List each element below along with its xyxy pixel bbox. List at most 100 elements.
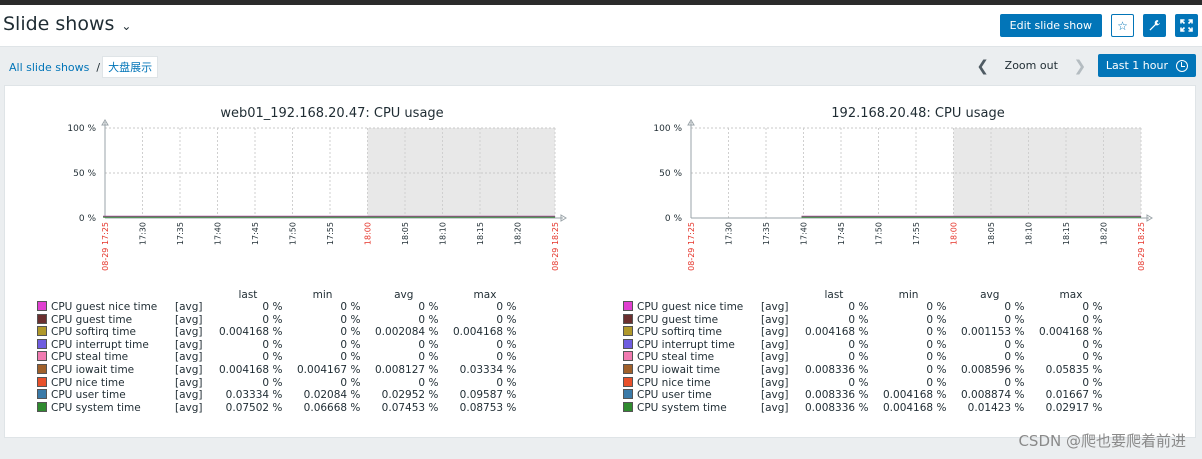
- legend-series-label: CPU nice time: [51, 376, 125, 389]
- graph-widget: web01_192.168.20.47: CPU usage 100 % 50 % 0…: [5, 86, 595, 439]
- legend-color-swatch: [623, 363, 633, 374]
- edit-slide-show-button[interactable]: Edit slide show: [999, 14, 1102, 37]
- legend-value-min: 0 %: [340, 313, 361, 326]
- header-actions: Edit slide show ☆: [999, 14, 1198, 37]
- legend-color-swatch: [623, 389, 633, 400]
- wrench-icon[interactable]: [1143, 14, 1166, 37]
- x-tick-label: 18:20: [1100, 222, 1109, 245]
- legend-series-name: CPU nice time: [37, 376, 175, 390]
- legend-series-label: CPU user time: [51, 389, 126, 402]
- legend-value-avg: 0 %: [1004, 376, 1025, 389]
- next-period-icon[interactable]: ❯: [1073, 56, 1087, 75]
- legend-color-swatch: [37, 351, 47, 362]
- legend-value-max: 0 %: [496, 351, 517, 364]
- legend-value-last: 0 %: [262, 376, 283, 389]
- legend-series-label: CPU steal time: [51, 351, 129, 364]
- legend-value-avg: 0 %: [418, 376, 439, 389]
- legend-function: [avg]: [761, 326, 789, 339]
- legend-value-last: 0 %: [262, 313, 283, 326]
- legend-value-min: 0.06668 %: [303, 401, 361, 414]
- page-header: Slide shows ⌄ Edit slide show ☆: [0, 5, 1202, 47]
- legend-series-name: CPU interrupt time: [623, 338, 761, 352]
- legend-header-cell: min: [868, 289, 946, 301]
- fullscreen-icon[interactable]: [1175, 14, 1198, 37]
- legend-value-max: 0.02917 %: [1045, 401, 1103, 414]
- legend-value-min: 0 %: [340, 351, 361, 364]
- legend-row: CPU system time [avg] 0.07502 % 0.06668 % 0.…: [37, 401, 517, 415]
- breadcrumb-separator: /: [96, 60, 101, 74]
- legend-value-max: 0 %: [496, 313, 517, 326]
- legend-header-blank: [761, 289, 805, 301]
- breadcrumb: All slide shows / 大盘展示: [4, 56, 159, 78]
- legend-function: [avg]: [761, 351, 789, 364]
- legend-series-label: CPU system time: [51, 401, 141, 414]
- legend-value-max: 0 %: [1082, 338, 1103, 351]
- legend-header-min: min: [312, 289, 333, 301]
- legend-value-max: 0.01667 %: [1045, 389, 1103, 402]
- x-tick-label: 17:35: [176, 222, 185, 245]
- legend-value-max: 0 %: [496, 376, 517, 389]
- breadcrumb-current[interactable]: 大盘展示: [102, 56, 159, 78]
- favorite-star-icon[interactable]: ☆: [1111, 14, 1134, 37]
- legend-row: CPU nice time [avg] 0 % 0 % 0 % 0 %: [37, 376, 517, 390]
- x-tick-label: 08-29 17:25: [687, 222, 696, 271]
- legend-series-label: CPU guest nice time: [637, 301, 744, 313]
- x-tick-label: 17:55: [326, 222, 335, 245]
- breadcrumb-all-slide-shows[interactable]: All slide shows: [9, 60, 90, 74]
- legend-color-swatch: [623, 376, 633, 387]
- chevron-down-icon[interactable]: ⌄: [121, 18, 132, 33]
- legend-color-swatch: [37, 326, 47, 337]
- zoom-out-button[interactable]: Zoom out: [1004, 59, 1058, 72]
- legend-header-blank: [623, 289, 761, 301]
- legend-value-last: 0.004168 %: [219, 363, 283, 376]
- legend-value-max: 0 %: [1082, 301, 1103, 313]
- legend-value-max: 0 %: [496, 301, 517, 313]
- legend-row: CPU guest nice time [avg] 0 % 0 % 0 % 0 %: [623, 301, 1102, 314]
- legend-value-max: 0 %: [496, 338, 517, 351]
- legend-color-swatch: [623, 301, 633, 311]
- legend-value-max: 0.08753 %: [459, 401, 517, 414]
- legend-row: CPU guest nice time [avg] 0 % 0 % 0 % 0 %: [37, 301, 516, 314]
- legend-value-last: 0.004168 %: [805, 326, 869, 339]
- legend-value-min: 0 %: [926, 376, 947, 389]
- x-tick-label: 18:05: [401, 222, 410, 245]
- legend-series-label: CPU softirq time: [51, 326, 136, 339]
- page-title[interactable]: Slide shows ⌄: [3, 13, 131, 35]
- legend-value-min: 0 %: [926, 338, 947, 351]
- legend-series-label: CPU interrupt time: [51, 338, 149, 351]
- legend-value-min: 0 %: [340, 301, 361, 313]
- legend-value-last: 0.07502 %: [225, 401, 283, 414]
- legend-function: [avg]: [175, 326, 203, 339]
- legend-series-label: CPU guest time: [637, 313, 719, 326]
- legend-series-label: CPU nice time: [637, 376, 711, 389]
- x-tick-label: 08-29 17:25: [101, 222, 110, 271]
- y-axis-arrow: [101, 119, 109, 126]
- x-axis-arrow: [560, 214, 567, 222]
- chart-canvas: 192.168.20.48: CPU usage 100 % 50 % 0 % 08-2…: [653, 106, 1153, 271]
- legend-value-min: 0 %: [926, 313, 947, 326]
- legend-value-max: 0.004168 %: [453, 326, 517, 339]
- legend-value-avg: 0 %: [418, 351, 439, 364]
- time-period-button[interactable]: Last 1 hour: [1097, 54, 1196, 77]
- legend-header-cell: max: [1024, 289, 1102, 301]
- legend-header-max: max: [473, 289, 497, 301]
- legend-value-last: 0.008336 %: [805, 401, 869, 414]
- legend-series-name: CPU steal time: [37, 351, 175, 364]
- legend-series-name: CPU nice time: [623, 376, 761, 390]
- legend-color-swatch: [37, 401, 47, 412]
- legend-color-swatch: [623, 338, 633, 349]
- legend-function: [avg]: [761, 301, 789, 313]
- legend-series-label: CPU iowait time: [637, 363, 721, 376]
- legend-series-label: CPU interrupt time: [637, 338, 735, 351]
- legend-value-last: 0 %: [262, 351, 283, 364]
- legend-series-name: CPU user time: [623, 389, 761, 402]
- x-tick-label: 18:00: [364, 222, 373, 245]
- legend-value-last: 0 %: [262, 338, 283, 351]
- previous-period-icon[interactable]: ❮: [976, 56, 989, 75]
- legend-header-row: last min avg max: [37, 289, 516, 301]
- legend-value-max: 0.03334 %: [459, 363, 517, 376]
- legend-row: CPU interrupt time [avg] 0 % 0 % 0 % 0 %: [37, 338, 517, 352]
- legend-value-avg: 0 %: [1004, 313, 1025, 326]
- legend-series-name: CPU guest nice time: [623, 301, 761, 314]
- legend-row: CPU system time [avg] 0.008336 % 0.004168 %…: [623, 401, 1103, 415]
